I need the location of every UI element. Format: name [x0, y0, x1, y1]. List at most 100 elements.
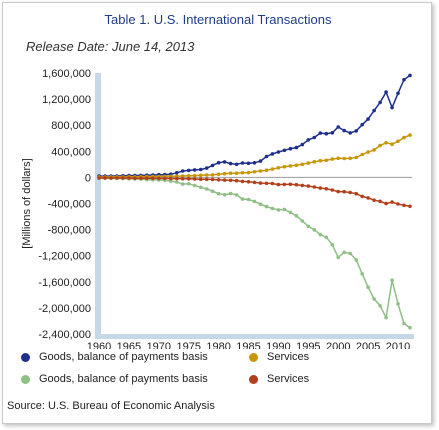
- data-point: [222, 171, 227, 176]
- data-point: [186, 182, 191, 186]
- x-tick-label: 1995: [296, 341, 320, 349]
- data-point: [258, 159, 263, 163]
- y-tick-label: 1,200,000: [42, 94, 91, 106]
- data-point: [204, 166, 209, 170]
- data-point: [258, 181, 263, 185]
- data-point: [294, 163, 299, 168]
- data-point: [210, 173, 215, 177]
- legend-label: Goods, balance of payments basis: [39, 373, 208, 385]
- data-point: [145, 176, 149, 180]
- y-tick-label: -2,000,000: [38, 303, 91, 315]
- data-point: [252, 180, 257, 185]
- data-point: [228, 178, 233, 183]
- data-point: [175, 176, 179, 181]
- data-point: [300, 162, 305, 167]
- y-tick-label: -800,000: [48, 225, 91, 237]
- data-point: [186, 168, 191, 173]
- data-point: [330, 188, 335, 192]
- data-point: [240, 171, 245, 175]
- data-point: [216, 191, 221, 196]
- data-point: [396, 139, 400, 144]
- legend-label: Services: [267, 373, 310, 385]
- data-point: [258, 202, 263, 206]
- data-point: [336, 156, 341, 160]
- data-point: [360, 122, 365, 127]
- y-tick-label: -2,400,000: [38, 329, 91, 341]
- data-point: [228, 171, 233, 175]
- data-point: [288, 210, 293, 215]
- data-point: [306, 184, 311, 188]
- data-point: [324, 131, 329, 136]
- data-point: [192, 173, 197, 178]
- data-point: [300, 219, 305, 223]
- data-point: [204, 173, 209, 177]
- data-point: [354, 191, 359, 196]
- data-point: [348, 156, 353, 161]
- data-point: [390, 142, 394, 146]
- data-point: [198, 177, 203, 181]
- data-point: [408, 133, 412, 137]
- y-tick-label: -1,200,000: [38, 251, 91, 263]
- data-point: [121, 176, 125, 180]
- data-point: [360, 152, 365, 157]
- data-point: [163, 176, 167, 181]
- data-point: [336, 255, 341, 260]
- data-point: [234, 178, 239, 183]
- legend-item-goods-exports: Goods, balance of payments basis: [21, 351, 208, 363]
- data-point: [234, 193, 239, 197]
- data-point: [180, 182, 185, 186]
- data-point: [378, 143, 382, 148]
- data-point: [396, 202, 400, 206]
- data-point: [288, 182, 293, 187]
- x-tick-label: 1965: [117, 341, 141, 349]
- chart-legend: Goods, balance of payments basis Service…: [13, 349, 423, 395]
- data-point: [318, 131, 323, 135]
- data-point: [252, 199, 257, 204]
- data-point: [252, 161, 257, 165]
- data-point: [330, 157, 335, 161]
- legend-marker: [21, 352, 30, 362]
- data-point: [276, 166, 281, 170]
- y-tick-label: 400,000: [51, 146, 91, 158]
- data-point: [228, 191, 233, 196]
- data-point: [192, 177, 197, 181]
- y-axis-band: [95, 73, 101, 334]
- x-tick-label: 1970: [147, 341, 171, 349]
- data-point: [204, 187, 209, 191]
- data-point: [103, 176, 107, 180]
- data-point: [264, 204, 269, 209]
- data-point: [366, 196, 370, 200]
- data-point: [133, 176, 137, 180]
- data-point: [396, 91, 400, 96]
- data-point: [216, 160, 221, 165]
- data-point: [264, 181, 269, 186]
- data-point: [246, 197, 251, 202]
- data-point: [324, 158, 329, 163]
- data-point: [264, 154, 269, 159]
- data-point: [402, 135, 406, 140]
- data-point: [186, 177, 191, 181]
- data-point: [384, 140, 388, 145]
- data-point: [390, 200, 394, 204]
- data-point: [354, 155, 359, 160]
- data-point: [294, 182, 299, 187]
- data-point: [360, 272, 365, 276]
- data-point: [336, 125, 341, 129]
- data-point: [192, 183, 197, 188]
- data-point: [97, 176, 101, 180]
- data-point: [180, 177, 185, 181]
- data-point: [276, 150, 281, 154]
- line-chart: 1,600,000 1,200,000 800,000 400,000 0 -400,00…: [21, 68, 414, 349]
- data-point: [372, 198, 376, 202]
- data-point: [210, 189, 215, 193]
- x-tick-label: 1985: [236, 341, 260, 349]
- data-point: [222, 192, 227, 197]
- chart-panel: Table 1. U.S. International Transactions…: [2, 2, 432, 424]
- legend-marker: [21, 374, 30, 384]
- y-axis-label: [Millions of dollars]: [21, 158, 33, 248]
- data-point: [306, 161, 311, 165]
- data-point: [198, 173, 203, 178]
- data-point: [348, 131, 353, 135]
- data-point: [282, 207, 287, 212]
- data-point: [240, 179, 245, 184]
